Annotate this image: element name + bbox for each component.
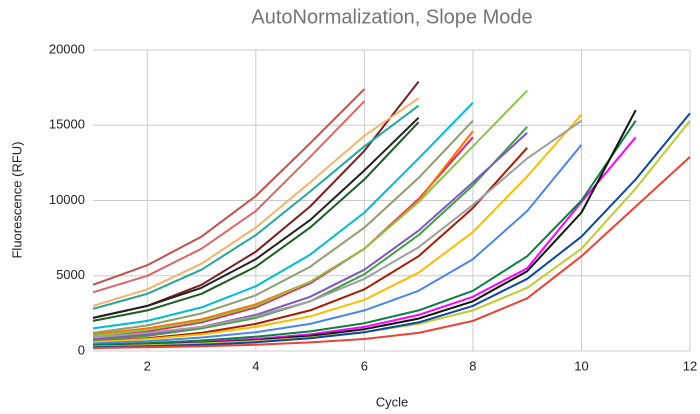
series-line xyxy=(92,116,420,319)
series-line xyxy=(92,144,583,345)
series-line xyxy=(92,147,528,343)
chart-title: AutoNormalization, Slope Mode xyxy=(251,6,532,28)
series-line xyxy=(92,120,637,346)
x-tick-label: 12 xyxy=(683,358,697,373)
series-line xyxy=(92,120,474,334)
series-line xyxy=(92,100,366,294)
x-tick-label: 10 xyxy=(574,358,588,373)
y-tick-label: 5000 xyxy=(56,267,85,282)
x-axis-label: Cycle xyxy=(376,394,409,409)
y-tick-label: 15000 xyxy=(49,117,85,132)
series-line xyxy=(92,89,528,337)
series-line xyxy=(92,112,691,349)
series-line xyxy=(92,102,474,330)
series-line xyxy=(92,97,420,307)
series-line xyxy=(92,114,583,343)
series-line xyxy=(92,104,420,310)
x-tick-label: 4 xyxy=(252,358,259,373)
x-tick-label: 2 xyxy=(144,358,151,373)
x-tick-label: 8 xyxy=(469,358,476,373)
y-tick-label: 0 xyxy=(78,342,85,357)
y-tick-label: 20000 xyxy=(49,41,85,56)
x-tick-label: 6 xyxy=(361,358,368,373)
series-line xyxy=(92,119,583,339)
series-line xyxy=(92,88,366,286)
y-tick-label: 10000 xyxy=(49,192,85,207)
series-line xyxy=(92,121,420,322)
series-line xyxy=(92,156,691,349)
y-axis-label: Fluorescence (RFU) xyxy=(9,141,24,258)
